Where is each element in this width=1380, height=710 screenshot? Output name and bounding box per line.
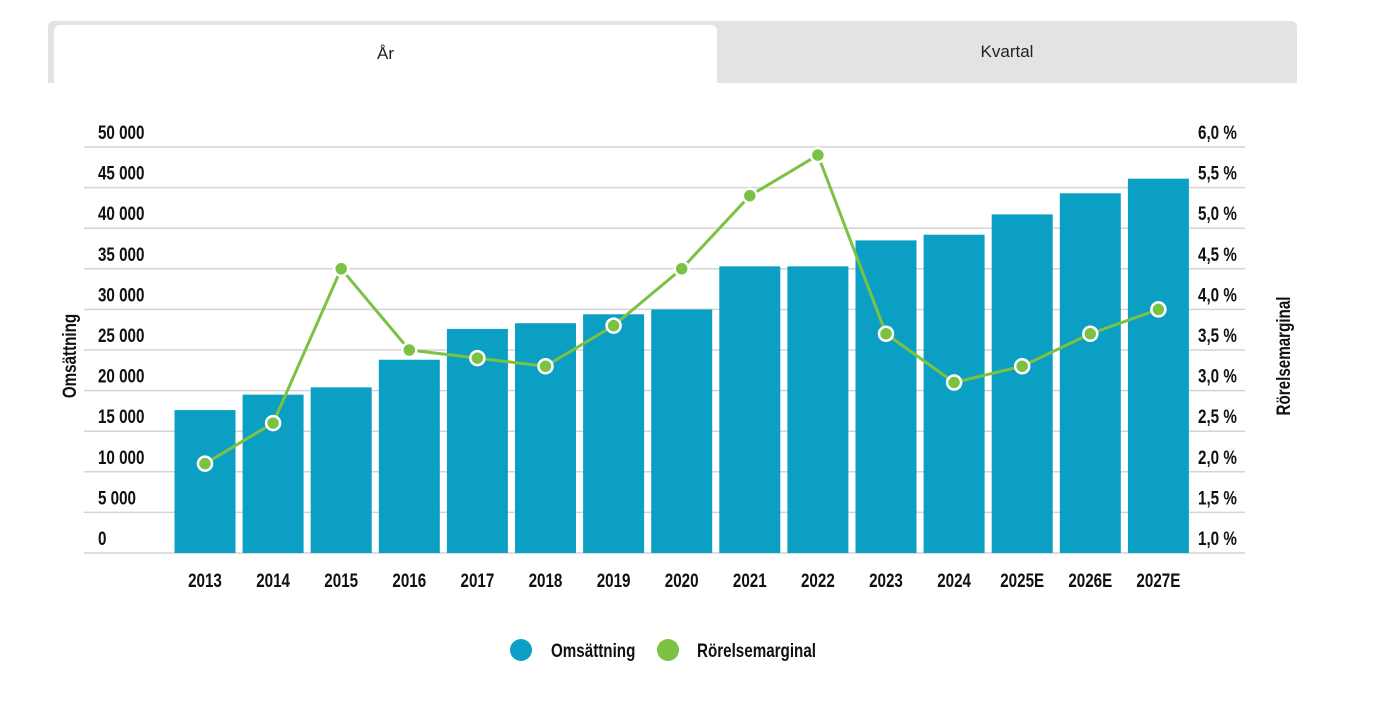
y2-tick-label: 3,5 % — [1198, 324, 1237, 346]
legend-label-rorelsemarginal: Rörelsemarginal — [697, 639, 816, 661]
y-tick-label: 15 000 — [98, 406, 144, 428]
bar — [515, 323, 576, 553]
bar — [923, 234, 985, 554]
y-tick-label: 40 000 — [98, 203, 144, 225]
y2-tick-label: 1,5 % — [1198, 487, 1237, 509]
margin-point — [1082, 325, 1099, 343]
x-tick-label: 2025E — [1000, 569, 1044, 591]
legend-label-omsattning: Omsättning — [551, 639, 635, 661]
bar — [174, 410, 236, 553]
x-tick-label: 2014 — [256, 569, 290, 591]
y-tick-label: 30 000 — [98, 284, 144, 306]
y-tick-label: 5 000 — [98, 487, 136, 509]
y2-tick-label: 4,0 % — [1198, 284, 1237, 306]
y2-axis-title: Rörelsemarginal — [1272, 296, 1294, 415]
y2-tick-label: 5,5 % — [1198, 162, 1237, 184]
x-tick-label: 2013 — [188, 569, 222, 591]
x-tick-label: 2020 — [665, 569, 699, 591]
y2-tick-label: 4,5 % — [1198, 243, 1237, 265]
y-tick-label: 45 000 — [98, 162, 144, 184]
y2-tick-label: 3,0 % — [1198, 365, 1237, 387]
x-tick-label: 2018 — [529, 569, 563, 591]
x-tick-label: 2017 — [461, 569, 495, 591]
x-tick-label: 2019 — [597, 569, 631, 591]
bar — [651, 309, 713, 553]
margin-point — [401, 341, 418, 359]
margin-point — [196, 455, 214, 472]
y-axis-title: Omsättning — [58, 314, 80, 398]
margin-point — [264, 414, 282, 432]
margin-point — [741, 187, 759, 204]
margin-point — [1150, 301, 1167, 318]
margin-point — [877, 325, 895, 343]
bar — [310, 387, 372, 553]
y2-tick-label: 5,0 % — [1198, 203, 1237, 225]
x-tick-label: 2027E — [1136, 569, 1180, 591]
y2-tick-label: 6,0 % — [1198, 121, 1237, 143]
margin-point — [332, 260, 350, 278]
bar — [719, 266, 781, 553]
y-tick-label: 0 — [98, 527, 106, 549]
x-tick-label: 2024 — [937, 569, 971, 591]
y-tick-label: 35 000 — [98, 243, 144, 265]
bar — [855, 240, 917, 553]
legend-marker-rorelsemarginal — [657, 639, 679, 661]
x-tick-label: 2022 — [801, 569, 835, 591]
bar — [583, 314, 645, 553]
tab-year[interactable]: År — [54, 25, 717, 83]
margin-point — [469, 349, 486, 367]
y2-tick-label: 2,0 % — [1198, 446, 1237, 468]
bar — [1059, 193, 1121, 553]
period-tabs: År Kvartal — [48, 21, 1297, 83]
margin-point — [945, 374, 963, 391]
x-tick-label: 2026E — [1068, 569, 1112, 591]
x-tick-label: 2016 — [392, 569, 426, 591]
y-tick-label: 20 000 — [98, 365, 144, 387]
margin-point — [673, 260, 690, 278]
y-tick-label: 10 000 — [98, 446, 144, 468]
bar — [991, 214, 1053, 553]
y2-tick-label: 1,0 % — [1198, 527, 1237, 549]
y-tick-label: 25 000 — [98, 324, 144, 346]
margin-point — [537, 357, 554, 375]
bar — [378, 359, 440, 553]
margin-point — [1013, 357, 1031, 375]
x-tick-label: 2023 — [869, 569, 903, 591]
y2-tick-label: 2,5 % — [1198, 406, 1237, 428]
legend-marker-omsattning — [510, 639, 532, 661]
bar — [1127, 178, 1189, 553]
y-tick-label: 50 000 — [98, 121, 144, 143]
x-tick-label: 2021 — [733, 569, 767, 591]
margin-point — [809, 146, 827, 164]
margin-point — [605, 317, 622, 334]
x-tick-label: 2015 — [324, 569, 358, 591]
bar — [787, 266, 849, 553]
tab-quarter[interactable]: Kvartal — [980, 42, 1034, 61]
